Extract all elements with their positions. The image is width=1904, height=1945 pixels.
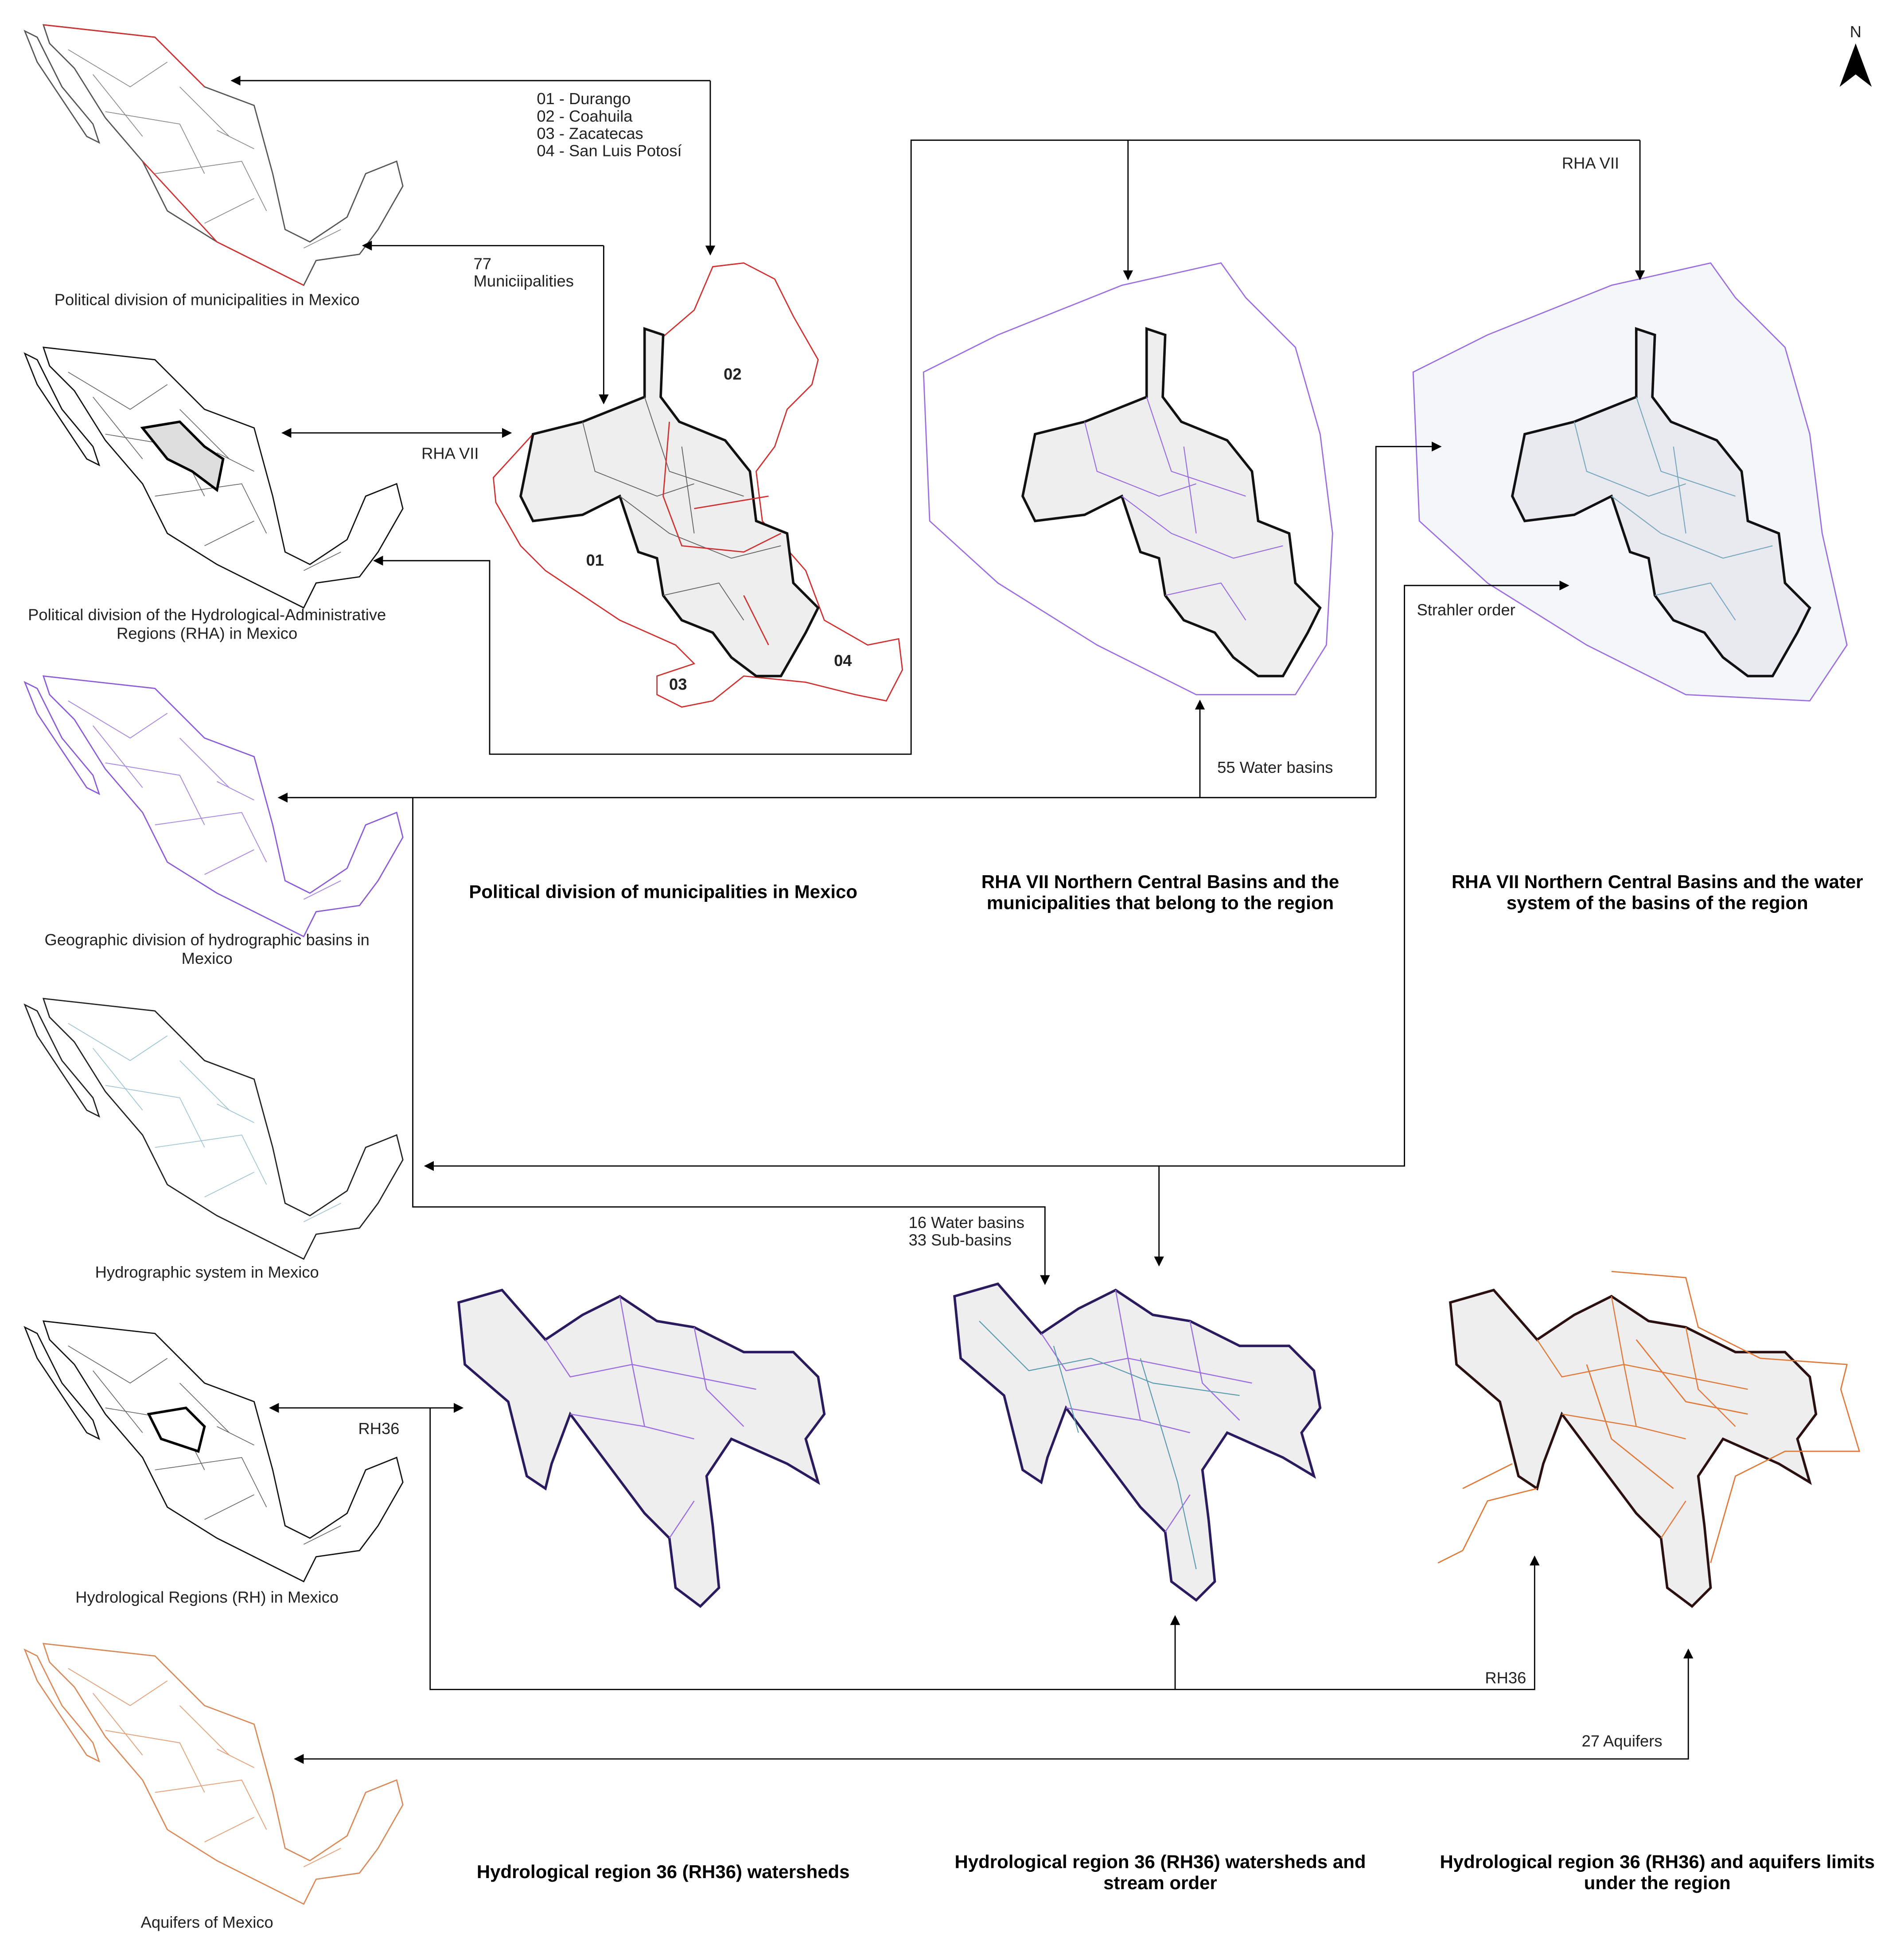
mexico-map: [24, 24, 404, 286]
annotation: RHA VII: [1562, 154, 1619, 172]
mexico-map: [24, 998, 404, 1260]
mexico-map: [24, 347, 404, 608]
map-caption: Aquifers of Mexico: [141, 1913, 273, 1931]
panel-title: RHA VII Northern Central Basins and the: [981, 871, 1339, 892]
state-legend: 02 - Coahuila: [537, 107, 633, 125]
mexico-map: [24, 675, 404, 937]
state-label: 03: [669, 675, 687, 693]
annotation: RH36: [358, 1419, 399, 1438]
state-legend: 01 - Durango: [537, 90, 631, 108]
annotation: Strahler order: [1417, 600, 1515, 619]
map-caption: Hydrographic system in Mexico: [95, 1263, 319, 1281]
panel-title: Hydrological region 36 (RH36) watersheds: [477, 1861, 850, 1882]
state-label: 04: [834, 651, 852, 670]
mexico-map: [24, 1320, 404, 1583]
panel-title: Hydrological region 36 (RH36) and aquife…: [1440, 1851, 1875, 1872]
annotation: 27 Aquifers: [1582, 1732, 1663, 1750]
rh36-stream-map: [954, 1284, 1320, 1600]
panel-title: RHA VII Northern Central Basins and the …: [1452, 871, 1863, 892]
map-caption: Geographic division of hydrographic basi…: [44, 931, 369, 949]
annotation: 16 Water basins: [909, 1213, 1024, 1232]
panel-title: under the region: [1584, 1872, 1731, 1893]
panel-title: municipalities that belong to the region: [987, 893, 1334, 913]
rha-water-map: [1412, 262, 1848, 702]
panel-title: Hydrological region 36 (RH36) watersheds…: [955, 1851, 1366, 1872]
state-label: 02: [724, 365, 741, 383]
annotation: Municiipalities: [474, 272, 574, 290]
map-caption: Mexico: [182, 949, 233, 967]
annotation: 33 Sub-basins: [909, 1231, 1012, 1249]
map-caption: Political division of the Hydrological-A…: [28, 606, 386, 624]
state-label: 01: [586, 551, 604, 569]
connectors: [230, 75, 1694, 1764]
rh36-aquifer-map: [1437, 1271, 1861, 1606]
map-caption: Regions (RHA) in Mexico: [117, 624, 297, 643]
map-caption: Hydrological Regions (RH) in Mexico: [75, 1588, 339, 1606]
annotation: 77: [474, 254, 491, 273]
north-label: N: [1850, 23, 1861, 41]
annotation: RHA VII: [421, 444, 479, 463]
panel-title: system of the basins of the region: [1507, 893, 1808, 913]
panel-title: stream order: [1103, 1872, 1217, 1893]
map-caption: Political division of municipalities in …: [55, 291, 360, 309]
panel-title: Political division of municipalities in …: [469, 881, 857, 902]
state-legend: 03 - Zacatecas: [537, 124, 643, 142]
rha-basins-map: [923, 262, 1333, 695]
annotation: RH36: [1485, 1668, 1526, 1687]
annotation: 55 Water basins: [1217, 758, 1333, 776]
mexico-map: [24, 1643, 404, 1905]
rha-map: [492, 262, 903, 708]
state-legend: 04 - San Luis Potosí: [537, 142, 681, 160]
north-arrow: N: [1839, 23, 1872, 87]
rh36-watershed-map: [459, 1290, 824, 1606]
